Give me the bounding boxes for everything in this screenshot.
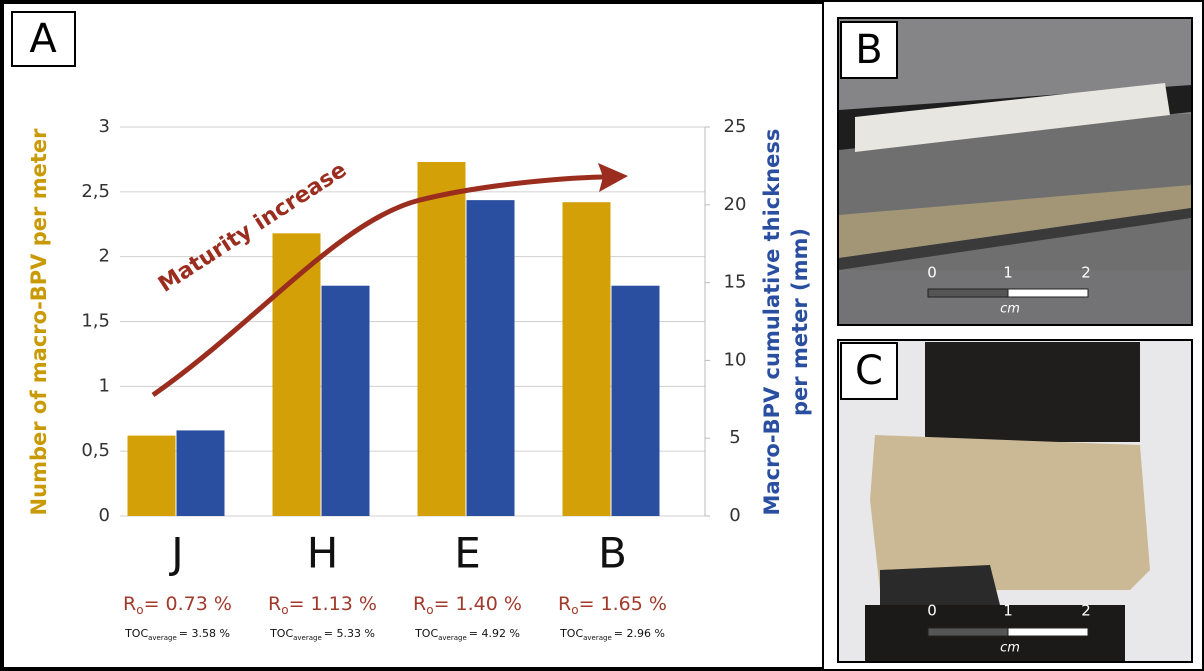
toc-subscript: average xyxy=(293,634,322,642)
panel-label: A xyxy=(29,16,57,62)
ro-symbol: R xyxy=(413,593,426,615)
y-tick-label: 1 xyxy=(99,375,110,396)
ro-symbol: R xyxy=(268,593,281,615)
y2-axis-title: per meter (mm) xyxy=(788,228,812,416)
toc-subscript: average xyxy=(583,634,612,642)
y-tick-label: 1,5 xyxy=(81,311,110,332)
x-tick-label: J xyxy=(168,529,183,578)
x-tick-label: H xyxy=(307,529,339,578)
scale-tick-label: 1 xyxy=(1003,602,1013,620)
y-tick-label: 0 xyxy=(99,505,110,526)
y-tick-label: 2,5 xyxy=(81,181,110,202)
bar xyxy=(321,285,370,516)
y-tick-label: 0,5 xyxy=(81,440,110,461)
fracture xyxy=(839,208,1191,270)
scale-bar xyxy=(1007,288,1089,298)
scale-tick-label: 2 xyxy=(1081,602,1091,620)
y-tick-label: 3 xyxy=(99,116,110,137)
scale-unit: cm xyxy=(1000,302,1020,317)
toc-label: TOCaverage = 4.92 % xyxy=(414,627,520,642)
ro-label: Ro= 0.73 % xyxy=(123,593,232,617)
white-vein xyxy=(855,83,1170,152)
toc-label: TOCaverage = 3.58 % xyxy=(124,627,230,642)
bar xyxy=(176,430,225,516)
arrow-head xyxy=(598,163,628,192)
y2-tick-label: 25 xyxy=(724,116,747,137)
panel-a-border xyxy=(2,2,824,669)
bar xyxy=(127,435,176,516)
bar xyxy=(272,233,321,516)
ro-subscript: o xyxy=(426,603,433,617)
ro-value: = 1.65 % xyxy=(579,593,667,615)
x-tick-label: B xyxy=(598,529,627,578)
toc-subscript: average xyxy=(438,634,467,642)
maturity-arrow xyxy=(151,174,604,398)
panel-label-box xyxy=(840,342,898,400)
bar xyxy=(611,285,660,516)
photo-b: 0 1 2 cm B xyxy=(837,17,1193,326)
ro-value: = 0.73 % xyxy=(144,593,232,615)
scale-bar xyxy=(927,627,1009,637)
toc-subscript: average xyxy=(148,634,177,642)
dark-fragment xyxy=(880,565,1000,610)
scale-unit: cm xyxy=(1000,641,1020,656)
ro-symbol: R xyxy=(558,593,571,615)
scale-bar xyxy=(1007,627,1089,637)
toc-label: TOCaverage = 5.33 % xyxy=(269,627,375,642)
ro-label: Ro= 1.13 % xyxy=(268,593,377,617)
scale-bar xyxy=(927,288,1009,298)
scale-tick-label: 2 xyxy=(1081,264,1091,282)
bar xyxy=(417,162,466,516)
ro-label: Ro= 1.40 % xyxy=(413,593,522,617)
scale-tick-label: 1 xyxy=(1003,264,1013,282)
toc-symbol: TOC xyxy=(269,627,293,640)
toc-symbol: TOC xyxy=(414,627,438,640)
beige-core xyxy=(870,435,1150,590)
panel-label: B xyxy=(855,27,882,73)
toc-value: = 4.92 % xyxy=(469,627,520,640)
photo-c: 0 1 2 cm C xyxy=(837,339,1193,663)
y-tick-label: 2 xyxy=(99,246,110,267)
y-axis-title: Number of macro-BPV per meter xyxy=(27,128,51,516)
ro-subscript: o xyxy=(281,603,288,617)
panel-label-box xyxy=(11,11,76,67)
ro-symbol: R xyxy=(123,593,136,615)
y2-tick-label: 0 xyxy=(729,505,740,526)
ro-subscript: o xyxy=(571,603,578,617)
beige-layer xyxy=(839,185,1191,258)
toc-label: TOCaverage = 2.96 % xyxy=(559,627,665,642)
x-tick-label: E xyxy=(454,529,481,578)
bar xyxy=(466,200,515,516)
toc-symbol: TOC xyxy=(559,627,583,640)
toc-symbol: TOC xyxy=(124,627,148,640)
ro-value: = 1.40 % xyxy=(434,593,522,615)
panel-label-box xyxy=(840,21,898,79)
toc-value: = 2.96 % xyxy=(614,627,665,640)
bar xyxy=(562,202,611,516)
toc-value: = 5.33 % xyxy=(324,627,375,640)
y2-axis-title: Macro-BPV cumulative thickness xyxy=(760,129,784,516)
panel-label: C xyxy=(855,348,883,394)
dark-core xyxy=(925,342,1140,442)
y2-tick-label: 5 xyxy=(729,427,740,448)
ro-subscript: o xyxy=(136,603,143,617)
y2-tick-label: 10 xyxy=(724,349,747,370)
scale-tick-label: 0 xyxy=(927,264,937,282)
ro-label: Ro= 1.65 % xyxy=(558,593,667,617)
toc-value: = 3.58 % xyxy=(179,627,230,640)
scale-tick-label: 0 xyxy=(927,602,937,620)
y2-tick-label: 15 xyxy=(724,272,747,293)
y2-tick-label: 20 xyxy=(724,194,747,215)
ro-value: = 1.13 % xyxy=(289,593,377,615)
